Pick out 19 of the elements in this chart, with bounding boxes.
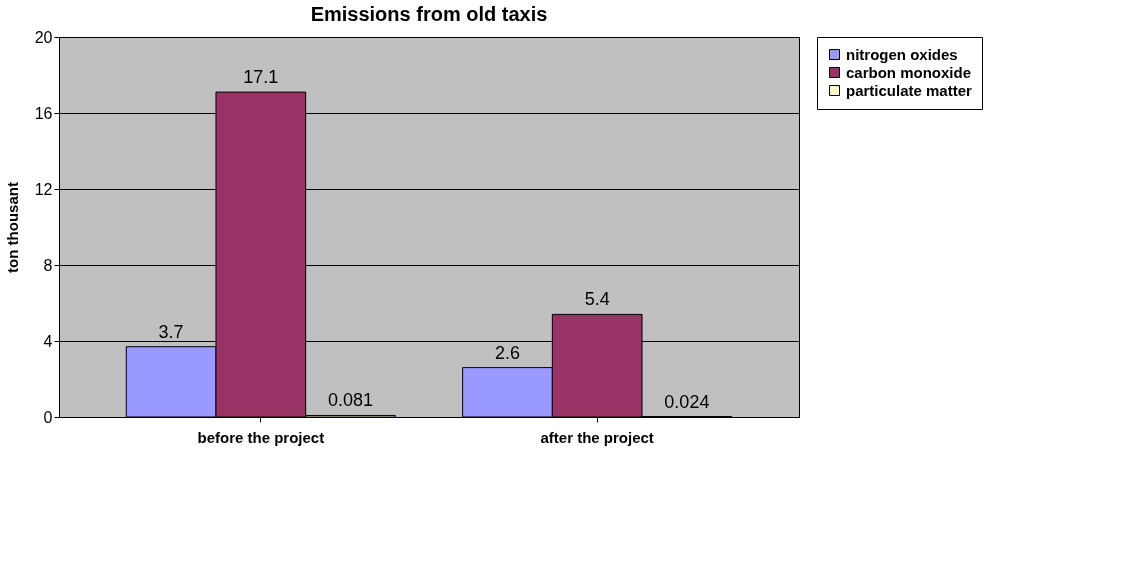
legend-label: nitrogen oxides <box>846 45 958 63</box>
chart-title: Emissions from old taxis <box>310 3 548 25</box>
data-label: 0.081 <box>327 390 374 411</box>
y-tick-label: 12 <box>34 180 53 198</box>
data-label: 2.6 <box>494 342 520 363</box>
y-axis-title: ton thousant <box>3 182 21 273</box>
data-label: 0.024 <box>664 391 710 412</box>
y-tick-label: 4 <box>43 332 53 350</box>
y-tick-label: 8 <box>43 256 53 274</box>
y-tick-label: 0 <box>43 408 53 426</box>
y-tick-label: 20 <box>34 28 53 46</box>
x-tick-label: before the project <box>197 428 325 446</box>
x-tick-label: after the project <box>540 428 654 446</box>
legend-label: carbon monoxide <box>846 63 972 81</box>
y-tick-label: 16 <box>34 104 53 122</box>
data-label: 5.4 <box>584 289 610 310</box>
data-label: 17.1 <box>243 67 279 88</box>
data-label: 3.7 <box>158 321 184 342</box>
legend-label: particulate matter <box>846 81 973 99</box>
